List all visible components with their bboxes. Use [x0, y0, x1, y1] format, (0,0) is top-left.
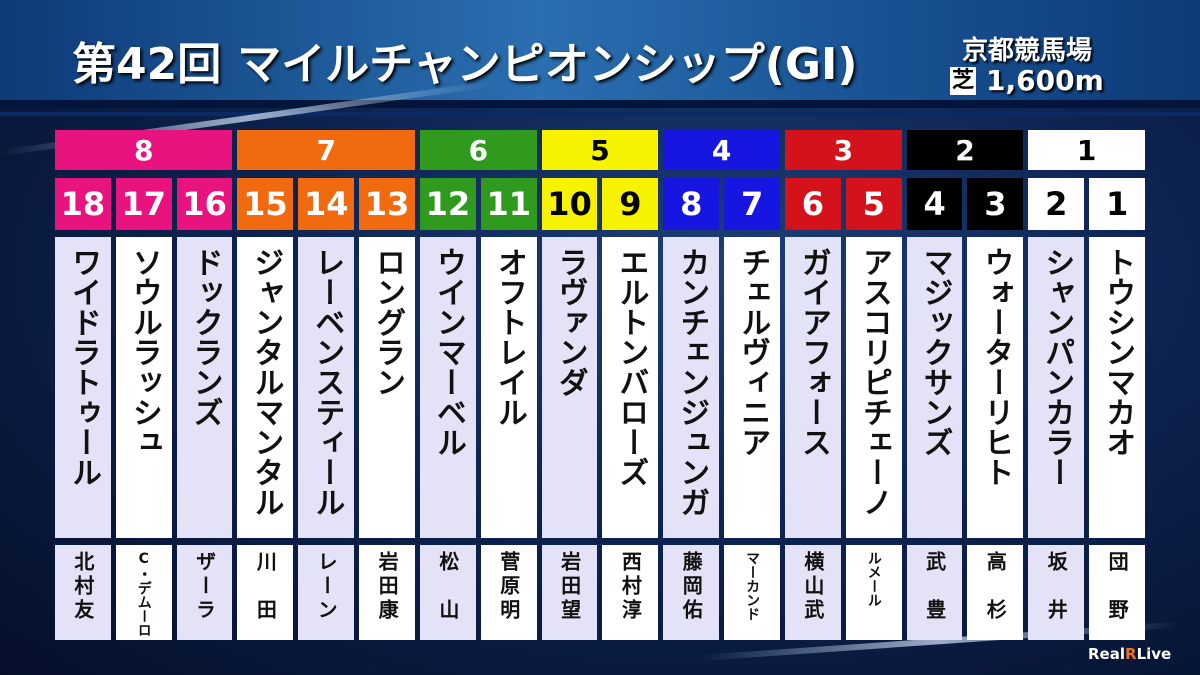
frame-header: 7 [237, 130, 415, 170]
horse-name: オフトレイル [480, 237, 537, 538]
frame-header: 8 [55, 130, 233, 170]
horse-number: 17 [115, 178, 172, 230]
header-banner [0, 0, 1200, 100]
race-edition: 第42回 [72, 39, 222, 90]
horse-number: 10 [541, 178, 598, 230]
jockey-name: レーン [298, 545, 355, 640]
horse-number: 5 [845, 178, 902, 230]
horse-name: ラヴァンダ [541, 237, 598, 538]
horse-number: 1 [1089, 178, 1145, 230]
horse-name: トウシンマカオ [1089, 237, 1145, 538]
logo: RealRLive [1088, 645, 1172, 663]
frame-header: 5 [541, 130, 659, 170]
jockey-name: 西村淳 [602, 545, 659, 640]
jockey-name: 武 豊 [906, 545, 963, 640]
horse-number: 12 [419, 178, 476, 230]
divider [0, 100, 1200, 108]
horse-number: 13 [359, 178, 415, 230]
surface-badge: 芝 [950, 66, 977, 95]
jockey-name: 松 山 [419, 545, 476, 640]
jockey-name: 岩田望 [541, 545, 598, 640]
frame-header: 4 [663, 130, 780, 170]
post-position-table: 8 18 ワイドラトゥール 北村友 17 ソウルラッシュ C・デムーロ 16 ドックランズ ザーラ… [55, 130, 1145, 640]
frame-header: 2 [906, 130, 1024, 170]
jockey-name: マーカンド [724, 545, 780, 640]
horse-number: 6 [784, 178, 841, 230]
horse-name: カンチェンジュンガ [663, 237, 720, 538]
horse-number: 11 [480, 178, 537, 230]
jockey-name: 岩田康 [359, 545, 415, 640]
horse-number: 8 [663, 178, 720, 230]
jockey-name: 北村友 [55, 545, 111, 640]
jockey-name: 川 田 [237, 545, 294, 640]
jockey-name: 団 野 [1089, 545, 1145, 640]
jockey-name: 横山武 [784, 545, 841, 640]
horse-number: 18 [55, 178, 111, 230]
horse-name: ワイドラトゥール [55, 237, 111, 538]
horse-name: マジックサンズ [906, 237, 963, 538]
race-title: 第42回 マイルチャンピオンシップ(GI) [72, 28, 858, 92]
horse-name: ガイアフォース [784, 237, 841, 538]
jockey-name: 坂 井 [1028, 545, 1085, 640]
horse-name: ウインマーベル [419, 237, 476, 538]
horse-name: レーベンスティール [298, 237, 355, 538]
venue: 京都競馬場 [962, 36, 1093, 66]
course-info: 芝 1,600m [950, 64, 1104, 97]
jockey-name: 藤岡佑 [663, 545, 720, 640]
horse-name: ジャンタルマンタル [237, 237, 294, 538]
horse-name: ドックランズ [176, 237, 233, 538]
jockey-name: 菅原明 [480, 545, 537, 640]
horse-name: ロングラン [359, 237, 415, 538]
horse-number: 15 [237, 178, 294, 230]
horse-number: 14 [298, 178, 355, 230]
horse-number: 9 [602, 178, 659, 230]
horse-number: 2 [1028, 178, 1085, 230]
horse-name: アスコリピチェーノ [845, 237, 902, 538]
horse-name: エルトンバローズ [602, 237, 659, 538]
horse-name: ウォーターリヒト [967, 237, 1024, 538]
divider [0, 112, 1200, 116]
horse-name: シャンパンカラー [1028, 237, 1085, 538]
distance: 1,600m [986, 64, 1104, 97]
frame-header: 3 [784, 130, 902, 170]
horse-number: 4 [906, 178, 963, 230]
horse-number: 16 [176, 178, 233, 230]
horse-number: 7 [724, 178, 780, 230]
jockey-name: ルメール [845, 545, 902, 640]
horse-number: 3 [967, 178, 1024, 230]
jockey-name: 高 杉 [967, 545, 1024, 640]
race-name: マイルチャンピオンシップ(GI) [237, 39, 858, 90]
horse-name: ソウルラッシュ [115, 237, 172, 538]
frame-header: 1 [1028, 130, 1145, 170]
horse-name: チェルヴィニア [724, 237, 780, 538]
frame-header: 6 [419, 130, 537, 170]
jockey-name: C・デムーロ [115, 545, 172, 640]
jockey-name: ザーラ [176, 545, 233, 640]
